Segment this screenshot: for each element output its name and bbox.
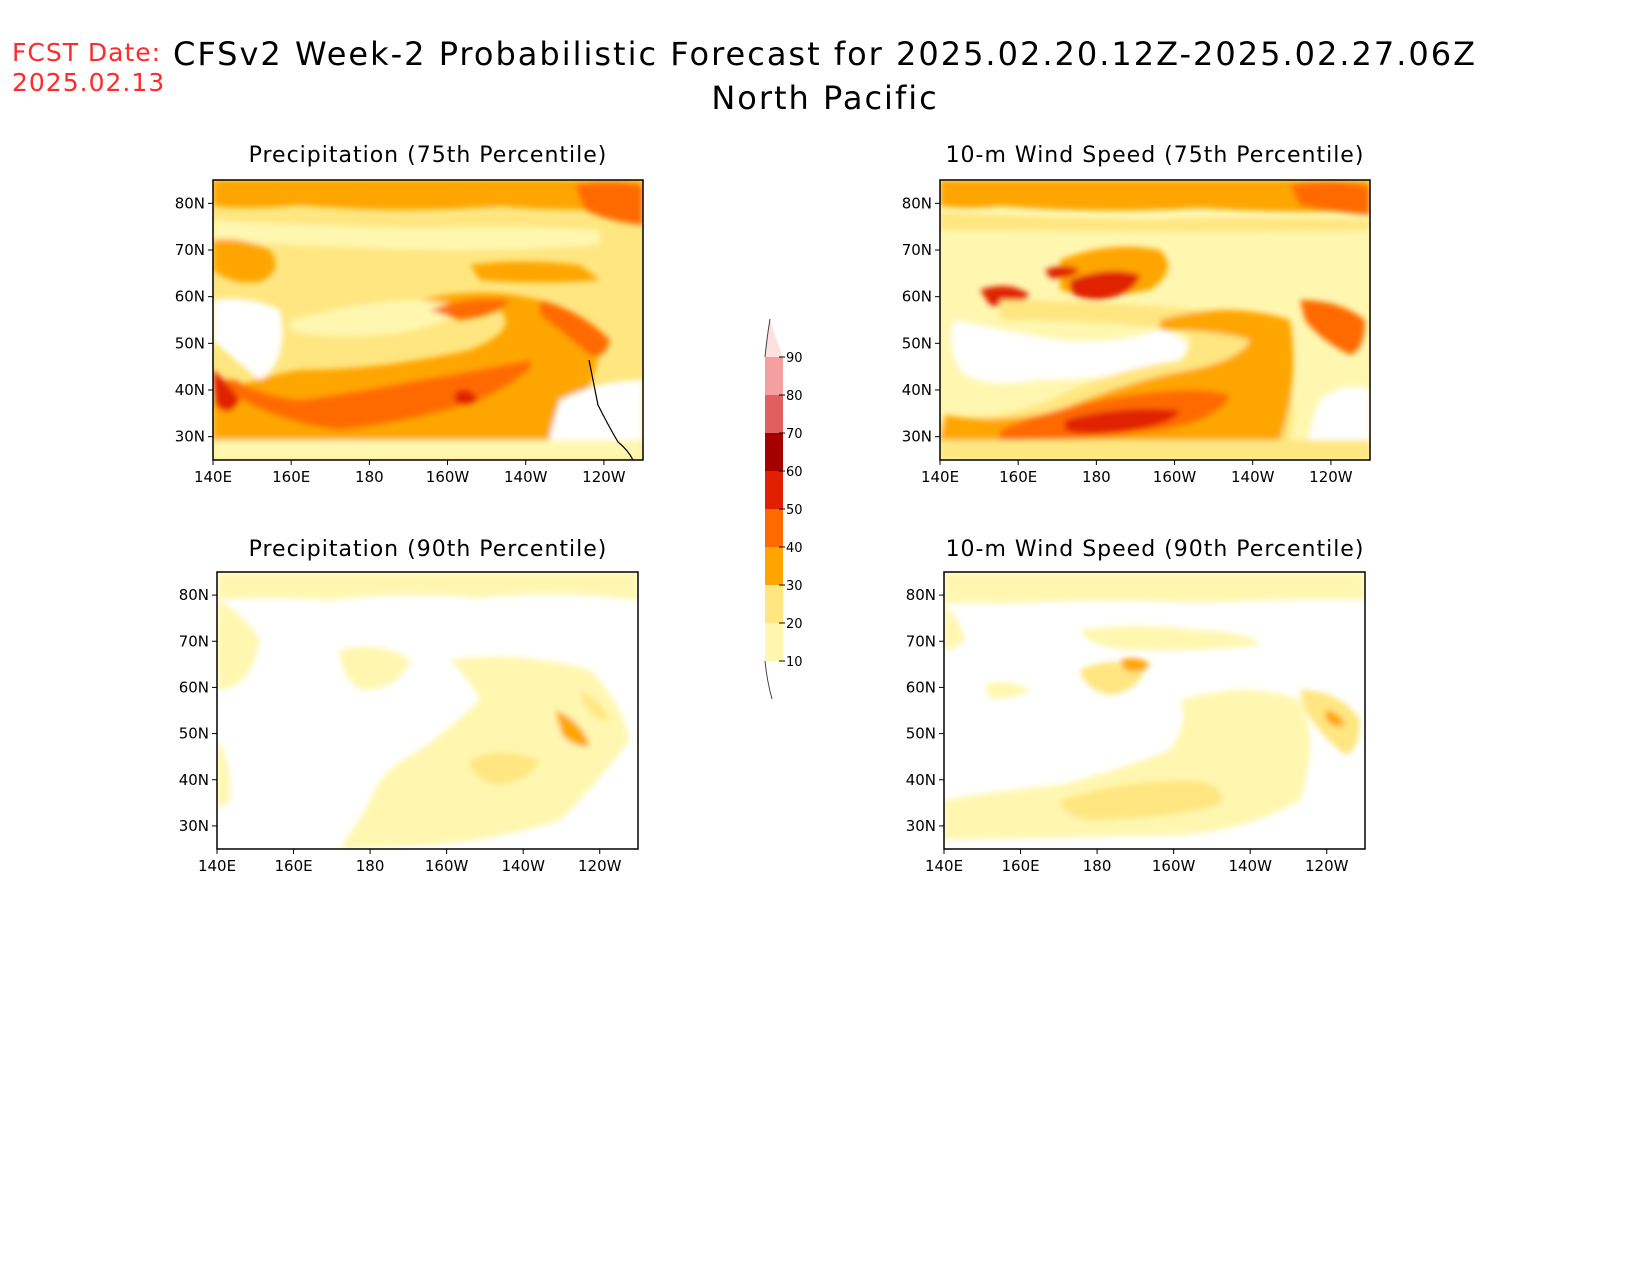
wind75-field	[940, 180, 1370, 460]
panel-wind75	[940, 180, 1370, 460]
lon-label-wind75: 140E	[921, 468, 959, 486]
colorbar-box	[765, 547, 783, 585]
panel-precip75	[213, 180, 643, 460]
lat-label-wind90: 80N	[906, 586, 936, 604]
lat-label-precip75: 70N	[175, 241, 205, 259]
lon-label-wind75: 120W	[1309, 468, 1353, 486]
frame-wind75	[939, 179, 1371, 461]
main-title: CFSv2 Week-2 Probabilistic Forecast for …	[150, 32, 1500, 120]
lon-label-wind90: 120W	[1305, 857, 1349, 875]
lat-label-precip75: 50N	[175, 334, 205, 352]
frame-wind90	[943, 571, 1366, 850]
lon-label-wind90: 160E	[1001, 857, 1039, 875]
lon-label-wind90: 140W	[1228, 857, 1272, 875]
colorbar-label: 60	[786, 465, 803, 480]
lat-label-wind90: 60N	[906, 678, 936, 696]
colorbar-box	[765, 585, 783, 623]
precip90-field	[217, 572, 638, 849]
lon-label-wind75: 160W	[1153, 468, 1197, 486]
forecast-date-value: 2025.02.13	[12, 68, 166, 97]
lon-label-precip90: 160W	[425, 857, 469, 875]
lat-label-precip90: 60N	[179, 678, 209, 696]
colorbar-bottom-cap	[764, 660, 773, 700]
lat-label-precip75: 80N	[175, 194, 205, 212]
lat-label-precip90: 80N	[179, 586, 209, 604]
panel-title-wind90: 10-m Wind Speed (90th Percentile)	[945, 537, 1365, 562]
lat-label-precip90: 70N	[179, 632, 209, 650]
lon-label-precip90: 140E	[198, 857, 236, 875]
colorbar-label: 90	[786, 351, 803, 366]
lat-label-wind75: 60N	[902, 288, 932, 306]
colorbar-label: 40	[786, 541, 803, 556]
panel-frames	[212, 179, 1371, 850]
lat-label-wind75: 70N	[902, 241, 932, 259]
lon-label-precip75: 140E	[194, 468, 232, 486]
colorbar-label: 30	[786, 579, 803, 594]
colorbar-top-cap	[765, 319, 783, 357]
lon-label-wind90: 160W	[1152, 857, 1196, 875]
coastlines	[588, 360, 634, 461]
lat-label-wind90: 50N	[906, 725, 936, 743]
lat-label-precip75: 30N	[175, 428, 205, 446]
lat-label-precip75: 60N	[175, 288, 205, 306]
lat-label-precip90: 30N	[179, 817, 209, 835]
lat-label-wind75: 80N	[902, 194, 932, 212]
lon-label-precip90: 140W	[501, 857, 545, 875]
colorbar-box	[765, 623, 783, 661]
colorbar-box	[765, 433, 783, 471]
lon-label-wind75: 140W	[1231, 468, 1275, 486]
colorbar-label: 20	[786, 617, 803, 632]
forecast-date-label: FCST Date:	[12, 38, 162, 67]
lat-label-wind75: 30N	[902, 428, 932, 446]
panel-precip90	[217, 572, 638, 849]
lon-label-precip75: 120W	[582, 468, 626, 486]
coast-precip75	[588, 360, 634, 461]
lon-label-precip90: 160E	[274, 857, 312, 875]
frame-precip90	[216, 571, 639, 850]
lon-label-precip90: 180	[356, 857, 385, 875]
colorbar-box	[765, 471, 783, 509]
wind90-field	[944, 572, 1365, 840]
panel-wind90	[944, 572, 1365, 849]
lon-label-precip75: 160E	[272, 468, 310, 486]
colorbar-box	[765, 509, 783, 547]
lon-label-precip75: 160W	[426, 468, 470, 486]
lon-label-precip75: 180	[355, 468, 384, 486]
colorbar-label: 70	[786, 427, 803, 442]
colorbar-box	[765, 395, 783, 433]
colorbar-label: 50	[786, 503, 803, 518]
colorbar-top-edge	[764, 318, 771, 358]
lon-label-precip90: 120W	[578, 857, 622, 875]
lon-label-wind75: 180	[1082, 468, 1111, 486]
lat-label-wind90: 40N	[906, 771, 936, 789]
colorbar-label: 80	[786, 389, 803, 404]
precip75-field	[213, 180, 643, 460]
colorbar-box	[765, 357, 783, 395]
panel-title-precip90: Precipitation (90th Percentile)	[248, 537, 608, 562]
colorbar: 10 20 30 40 50 60 70 80 90	[764, 318, 803, 700]
lon-label-precip75: 140W	[504, 468, 548, 486]
main-title-line2: North Pacific	[711, 79, 939, 117]
lon-label-wind90: 140E	[925, 857, 963, 875]
axes-layer: 140E 160E 180 160W 140W 120W 80N 70N 60N 50N 40N 30…	[175, 194, 1353, 875]
lon-label-wind90: 180	[1083, 857, 1112, 875]
main-title-line1: CFSv2 Week-2 Probabilistic Forecast for …	[172, 35, 1478, 73]
lat-label-precip90: 40N	[179, 771, 209, 789]
lat-label-wind75: 40N	[902, 381, 932, 399]
lat-label-wind75: 50N	[902, 334, 932, 352]
lat-label-precip75: 40N	[175, 381, 205, 399]
panel-title-precip75: Precipitation (75th Percentile)	[248, 143, 608, 168]
frame-precip75	[212, 179, 644, 461]
lat-label-wind90: 70N	[906, 632, 936, 650]
colorbar-label: 10	[786, 655, 803, 670]
lon-label-wind75: 160E	[999, 468, 1037, 486]
lat-label-wind90: 30N	[906, 817, 936, 835]
lat-label-precip90: 50N	[179, 725, 209, 743]
panel-title-wind75: 10-m Wind Speed (75th Percentile)	[945, 143, 1365, 168]
forecast-date: FCST Date: 2025.02.13	[12, 38, 165, 98]
